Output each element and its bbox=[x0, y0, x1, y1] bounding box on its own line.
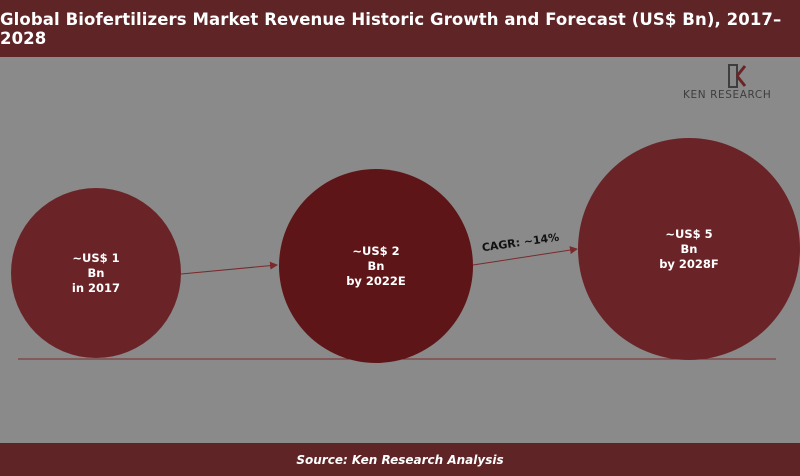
bubble-1-label-line-3: in 2017 bbox=[72, 281, 120, 295]
bubble-1-label-line-2: Bn bbox=[88, 266, 105, 280]
cagr-annotation: CAGR: ~14% bbox=[481, 231, 560, 255]
logo-text: KEN RESEARCH bbox=[683, 89, 772, 101]
bubble-1-label-line-1: ~US$ 1 bbox=[72, 251, 119, 265]
chart-title: Global Biofertilizers Market Revenue His… bbox=[0, 0, 800, 57]
bubble-3-label-line-2: Bn bbox=[681, 242, 698, 256]
bubble-2-label-line-3: by 2022E bbox=[346, 274, 406, 288]
bubble-3 bbox=[578, 138, 800, 360]
connector-arrow-2 bbox=[472, 246, 578, 266]
bubble-1 bbox=[11, 188, 181, 358]
bubble-3-label-line-3: by 2028F bbox=[659, 257, 719, 271]
connector-arrow-1 bbox=[180, 261, 278, 275]
bubble-2-label-line-2: Bn bbox=[368, 259, 385, 273]
bubble-2-label-line-1: ~US$ 2 bbox=[352, 244, 399, 258]
source-note: Source: Ken Research Analysis bbox=[0, 443, 800, 476]
ken-research-logo-icon bbox=[681, 64, 793, 106]
bubble-2 bbox=[279, 169, 473, 363]
bubble-3-label-line-1: ~US$ 5 bbox=[665, 227, 712, 241]
